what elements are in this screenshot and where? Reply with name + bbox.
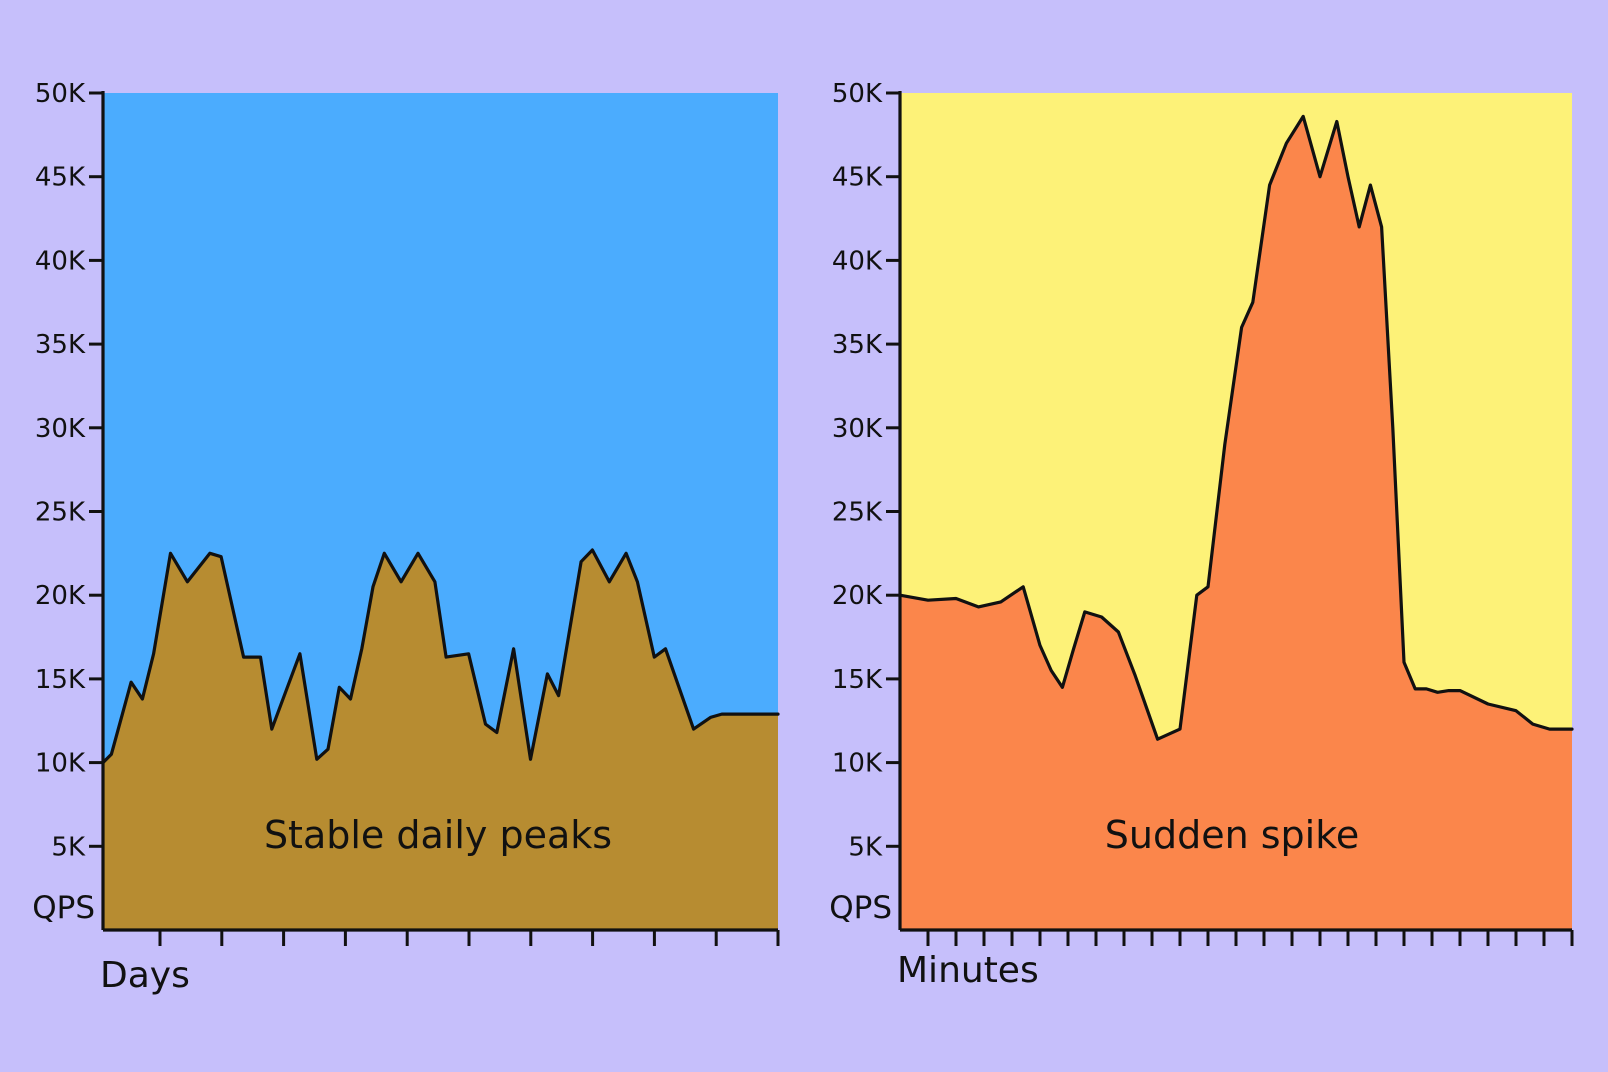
right-y-tick-label-5: 25K <box>832 498 883 528</box>
right-annotation: Sudden spike <box>1105 813 1360 857</box>
left-y-tick-label-9: 45K <box>35 163 86 193</box>
left-y-tick-label-8: 40K <box>35 246 86 276</box>
right-y-tick-label-4: 20K <box>832 581 883 611</box>
right-y-tick-label-8: 40K <box>832 246 883 276</box>
left-y-tick-label-6: 30K <box>35 414 86 444</box>
right-y-tick-label-2: 10K <box>832 749 883 779</box>
left-annotation: Stable daily peaks <box>264 813 612 857</box>
left-y-tick-label-4: 20K <box>35 581 86 611</box>
left-series-area <box>103 550 778 930</box>
left-series-line <box>101 548 780 765</box>
right-y-tick-label-9: 45K <box>832 163 883 193</box>
right-series-line <box>898 114 1574 741</box>
right-y-tick-label-1: 5K <box>848 832 883 862</box>
left-x-axis-label: Days <box>100 955 190 996</box>
left-y-tick-label-7: 35K <box>35 330 86 360</box>
left-y-tick-label-3: 15K <box>35 665 86 695</box>
left-y-tick-label-5: 25K <box>35 498 86 528</box>
left-y-axis-label: QPS <box>32 890 95 926</box>
left-y-tick-label-10: 50K <box>35 79 86 109</box>
right-series-area <box>900 116 1572 930</box>
right-y-tick-label-10: 50K <box>832 79 883 109</box>
right-y-tick-label-7: 35K <box>832 330 883 360</box>
right-y-tick-label-6: 30K <box>832 414 883 444</box>
right-x-axis-label: Minutes <box>897 950 1039 991</box>
right-y-tick-label-3: 15K <box>832 665 883 695</box>
left-y-tick-label-1: 5K <box>51 832 86 862</box>
right-y-axis-label: QPS <box>829 890 892 926</box>
left-y-tick-label-2: 10K <box>35 749 86 779</box>
